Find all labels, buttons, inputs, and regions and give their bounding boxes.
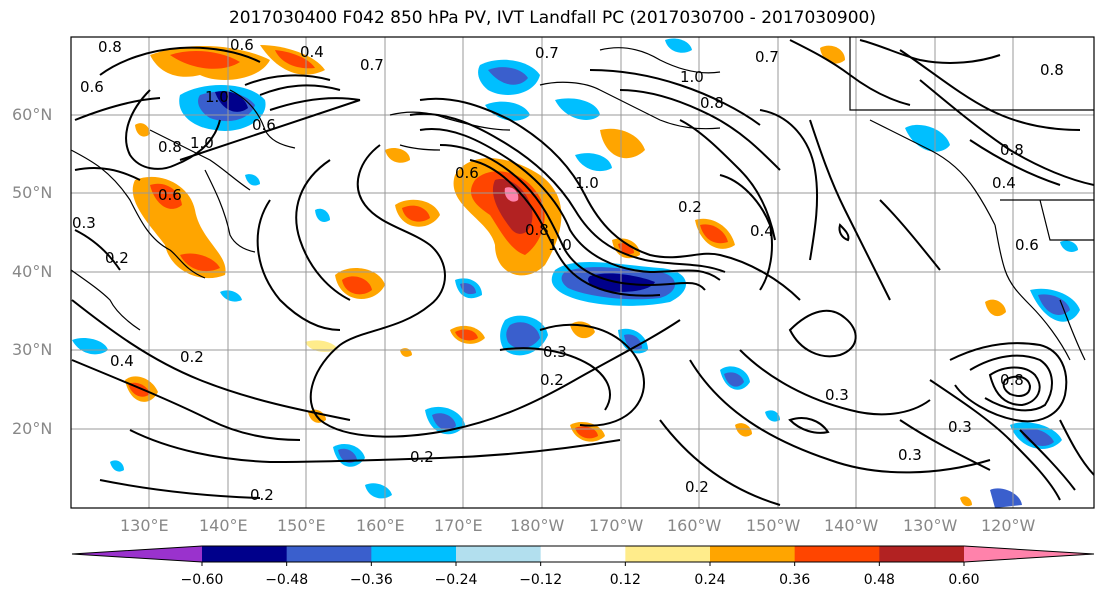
svg-text:0.8: 0.8: [1000, 141, 1024, 159]
lon-label: 140°W: [824, 516, 879, 535]
colorbar-tick-label: −0.36: [349, 572, 393, 588]
svg-text:0.6: 0.6: [230, 36, 254, 54]
map-title: 2017030400 F042 850 hPa PV, IVT Landfall…: [228, 8, 876, 28]
lon-label: 170°E: [434, 516, 483, 535]
lon-label: 120°W: [981, 516, 1036, 535]
colorbar-segment: [625, 546, 711, 562]
svg-text:0.6: 0.6: [252, 116, 276, 134]
svg-text:1.0: 1.0: [205, 88, 229, 106]
svg-text:0.2: 0.2: [685, 478, 709, 496]
colorbar-segment: [794, 546, 880, 562]
lon-label: 160°E: [356, 516, 405, 535]
svg-text:0.6: 0.6: [1015, 236, 1039, 254]
colorbar-tick-label: −0.12: [519, 572, 563, 588]
coastlines: [71, 37, 1094, 361]
colorbar-tick-label: 0.12: [609, 572, 641, 588]
lon-label: 130°E: [120, 516, 169, 535]
svg-text:0.2: 0.2: [540, 371, 564, 389]
gridlines: [71, 37, 1094, 508]
svg-text:0.6: 0.6: [455, 164, 479, 182]
colorbar-segment: [286, 546, 372, 562]
svg-text:0.3: 0.3: [543, 343, 567, 361]
colorbar-tick-label: 0.60: [948, 572, 980, 588]
lon-label: 180°W: [510, 516, 565, 535]
svg-text:0.3: 0.3: [72, 214, 96, 232]
colorbar-segment: [202, 546, 288, 562]
colorbar-segment: [456, 546, 542, 562]
colorbar-tick-label: 0.24: [694, 572, 726, 588]
svg-text:0.4: 0.4: [110, 352, 134, 370]
svg-text:0.8: 0.8: [1040, 61, 1064, 79]
colorbar: [71, 545, 1095, 566]
svg-text:1.0: 1.0: [190, 134, 214, 152]
svg-text:0.2: 0.2: [180, 348, 204, 366]
svg-text:0.4: 0.4: [750, 222, 774, 240]
svg-text:0.2: 0.2: [678, 198, 702, 216]
svg-text:0.3: 0.3: [948, 418, 972, 436]
lon-label: 140°E: [199, 516, 248, 535]
svg-text:0.3: 0.3: [825, 386, 849, 404]
colorbar-tick-label: 0.36: [779, 572, 811, 588]
svg-text:0.2: 0.2: [410, 448, 434, 466]
svg-text:0.8: 0.8: [700, 94, 724, 112]
positive-pv-blob-japan: [132, 176, 226, 279]
svg-text:0.2: 0.2: [250, 486, 274, 504]
svg-text:0.6: 0.6: [158, 186, 182, 204]
svg-text:0.4: 0.4: [300, 43, 324, 61]
lon-label: 150°W: [746, 516, 801, 535]
colorbar-segment: [710, 546, 796, 562]
colorbar-segment: [540, 546, 626, 562]
svg-text:0.2: 0.2: [105, 249, 129, 267]
svg-text:1.0: 1.0: [548, 236, 572, 254]
lat-label: 20°N: [12, 419, 53, 438]
svg-text:0.3: 0.3: [898, 446, 922, 464]
lat-label: 30°N: [12, 340, 53, 359]
colorbar-extend-max: [964, 546, 1094, 562]
ivt-contours: [71, 39, 1094, 506]
svg-text:0.8: 0.8: [158, 138, 182, 156]
lon-label: 150°E: [277, 516, 326, 535]
lat-label: 60°N: [12, 105, 53, 124]
svg-text:0.6: 0.6: [80, 78, 104, 96]
svg-text:1.0: 1.0: [680, 68, 704, 86]
map-frame: [70, 36, 1095, 509]
colorbar-tick-label: −0.24: [434, 572, 478, 588]
svg-text:0.7: 0.7: [535, 44, 559, 62]
colorbar-segment: [371, 546, 457, 562]
svg-text:0.7: 0.7: [360, 56, 384, 74]
svg-text:0.4: 0.4: [992, 174, 1016, 192]
lat-label: 40°N: [12, 262, 53, 281]
lon-label: 170°W: [589, 516, 644, 535]
colorbar-segment: [879, 546, 965, 562]
positive-pv-blob-center: [453, 158, 562, 276]
colorbar-tick-label: −0.48: [265, 572, 309, 588]
svg-text:0.8: 0.8: [98, 38, 122, 56]
svg-text:1.0: 1.0: [575, 174, 599, 192]
svg-text:0.8: 0.8: [1000, 371, 1024, 389]
lon-label: 130°W: [903, 516, 958, 535]
colorbar-tick-label: 0.48: [863, 572, 895, 588]
colorbar-tick-label: −0.60: [180, 572, 224, 588]
contour-labels: 0.8 0.6 0.4 0.7 0.6 1.0 0.6 0.8 1.0 0.7 …: [72, 36, 1064, 504]
lon-label: 160°W: [667, 516, 722, 535]
svg-text:0.7: 0.7: [755, 48, 779, 66]
svg-text:0.8: 0.8: [525, 221, 549, 239]
colorbar-extend-min: [72, 546, 202, 562]
lat-label: 50°N: [12, 183, 53, 202]
